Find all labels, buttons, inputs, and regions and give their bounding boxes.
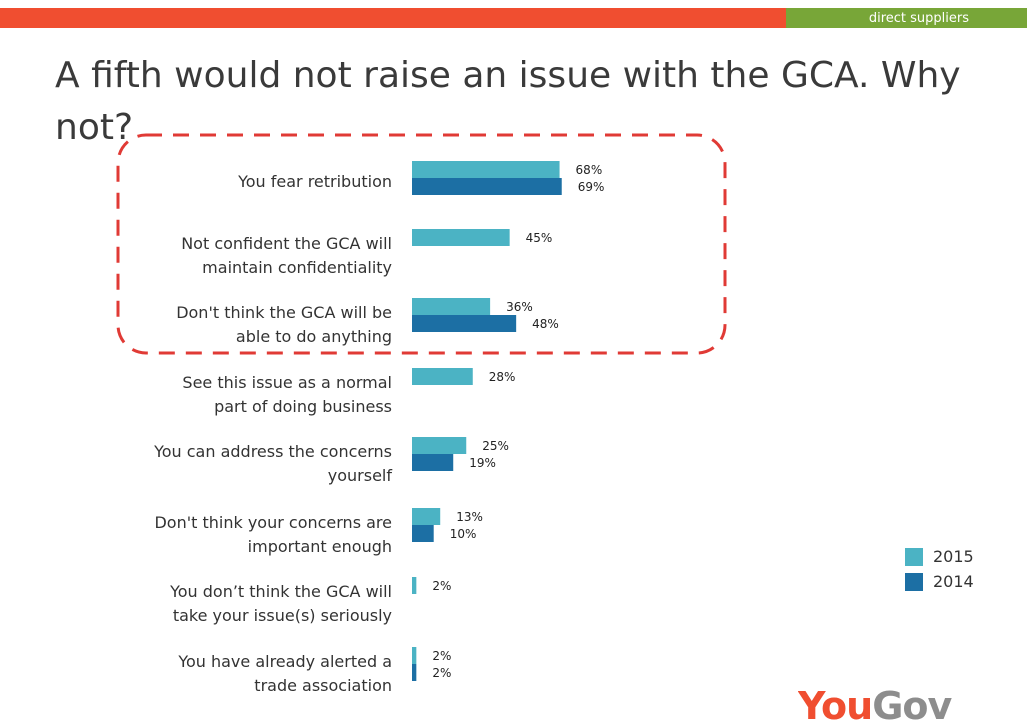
category-label-line: trade association — [254, 676, 392, 695]
category-label-line: Don't think the GCA will be — [176, 303, 392, 322]
slide-title: A fifth would not raise an issue with th… — [55, 55, 961, 148]
category-label-line: able to do anything — [236, 327, 392, 346]
category-label-2: Don't think the GCA will be able to do an… — [176, 303, 392, 346]
category-label-line: Don't think your concerns are — [154, 513, 392, 532]
value-label-2014-4: 19% — [469, 456, 496, 470]
category-label-4: You can address the concerns yourself — [153, 442, 392, 485]
value-label-2015-7: 2% — [432, 649, 451, 663]
category-label-line: maintain confidentiality — [202, 258, 392, 277]
category-label-line: See this issue as a normal — [182, 373, 392, 392]
category-label-1: Not confident the GCA will maintain confi… — [181, 234, 392, 277]
chart-legend: 2015 2014 — [905, 544, 995, 594]
bar-2015-3 — [412, 368, 473, 385]
legend-item-2015: 2015 — [905, 544, 995, 569]
value-label-2014-5: 10% — [450, 527, 477, 541]
value-label-2015-3: 28% — [489, 370, 516, 384]
value-label-2015-5: 13% — [456, 510, 483, 524]
header-bar-red — [0, 8, 786, 28]
value-label-2015-2: 36% — [506, 300, 533, 314]
bar-2015-6 — [412, 577, 417, 594]
bar-2014-2 — [412, 315, 517, 332]
category-label-3: See this issue as a normal part of doing … — [182, 373, 392, 416]
bar-2015-2 — [412, 298, 491, 315]
legend-label-2015: 2015 — [933, 546, 974, 566]
legend-item-2014: 2014 — [905, 569, 995, 594]
category-label-line: Not confident the GCA will — [181, 234, 392, 253]
highlight-dashed-box — [116, 133, 727, 355]
bar-2014-0 — [412, 178, 562, 195]
category-label-line: yourself — [328, 466, 393, 485]
bar-2015-1 — [412, 229, 510, 246]
category-label-line: take your issue(s) seriously — [173, 606, 392, 625]
category-label-line: You fear retribution — [237, 172, 392, 191]
value-label-2015-6: 2% — [432, 579, 451, 593]
value-label-2015-1: 45% — [526, 231, 553, 245]
yougov-logo: YouGov — [798, 684, 978, 728]
value-label-2014-7: 2% — [432, 666, 451, 680]
value-label-2014-2: 48% — [532, 317, 559, 331]
category-label-line: You can address the concerns — [153, 442, 392, 461]
value-label-2015-4: 25% — [482, 439, 509, 453]
bar-2015-0 — [412, 161, 560, 178]
logo-text-gov: Gov — [872, 684, 952, 728]
value-label-2014-0: 69% — [578, 180, 605, 194]
bar-2015-7 — [412, 647, 417, 664]
category-label-line: You have already alerted a — [177, 652, 392, 671]
bar-2014-4 — [412, 454, 454, 471]
category-label-line: You don’t think the GCA will — [169, 582, 392, 601]
bar-2015-5 — [412, 508, 441, 525]
category-label-6: You don’t think the GCA will take your is… — [169, 582, 392, 625]
bar-2014-5 — [412, 525, 434, 542]
bar-2014-7 — [412, 664, 417, 681]
value-label-2015-0: 68% — [576, 163, 603, 177]
header-bar-green — [786, 8, 1027, 28]
bar-2015-4 — [412, 437, 467, 454]
category-label-0: You fear retribution — [237, 172, 392, 191]
category-label-line: part of doing business — [214, 397, 392, 416]
category-label-line: important enough — [248, 537, 392, 556]
category-label-7: You have already alerted a trade associat… — [177, 652, 392, 695]
section-label: direct suppliers — [868, 11, 969, 26]
logo-text-you: You — [798, 684, 873, 728]
legend-swatch-2014 — [905, 572, 923, 591]
legend-label-2014: 2014 — [933, 571, 974, 591]
category-label-5: Don't think your concerns are important e… — [154, 513, 392, 556]
legend-swatch-2015 — [905, 547, 923, 566]
